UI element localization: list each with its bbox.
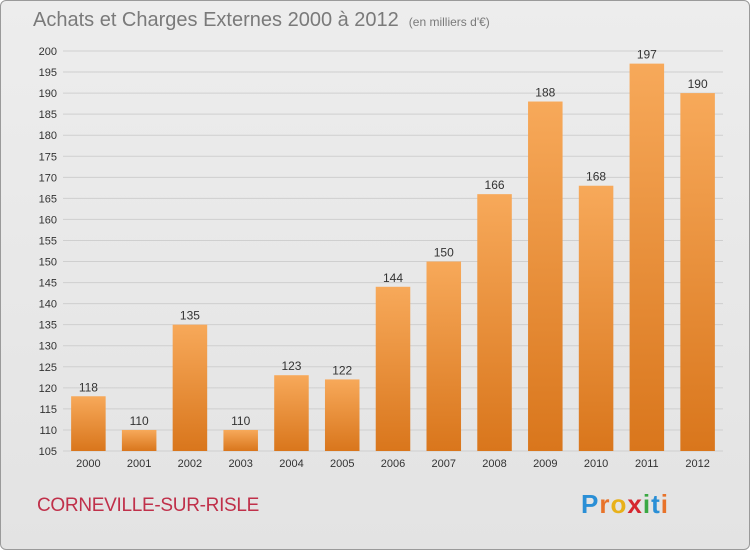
- data-label-2012: 190: [688, 77, 708, 91]
- chart-title-text: Achats et Charges Externes 2000 à 2012: [33, 9, 399, 31]
- bar-2009: [528, 101, 563, 452]
- y-tick-label: 165: [39, 193, 57, 205]
- chart-title: Achats et Charges Externes 2000 à 2012 (e…: [33, 9, 490, 32]
- y-tick-label: 150: [39, 257, 57, 269]
- y-tick-label: 115: [39, 404, 57, 416]
- data-label-2002: 135: [180, 309, 200, 323]
- chart-subtitle: (en milliers d'€): [408, 15, 490, 29]
- bar-2004: [274, 375, 309, 451]
- x-axis-ticks: 2000 2001 2002 2003 2004 2005 2006 2007 2008 2009…: [76, 458, 710, 470]
- bar-2011: [629, 63, 665, 451]
- data-labels: 118 110 135 110 123 122 144 150 166 188 168 197 190: [79, 48, 708, 428]
- bar-2001: [121, 429, 157, 451]
- logo-letter: t: [651, 489, 661, 519]
- data-label-2001: 110: [130, 414, 149, 428]
- data-label-2006: 144: [383, 271, 403, 285]
- x-tick-label: 2008: [482, 458, 506, 470]
- x-tick-label: 2006: [381, 458, 405, 470]
- bar-2002: [172, 324, 208, 451]
- data-label-2005: 122: [332, 363, 352, 377]
- bar-2003: [223, 429, 258, 451]
- y-tick-label: 110: [39, 425, 57, 437]
- data-label-2008: 166: [485, 178, 505, 192]
- x-tick-label: 2005: [330, 458, 354, 470]
- bars: [71, 63, 715, 452]
- x-tick-label: 2012: [685, 458, 709, 470]
- y-tick-label: 160: [39, 214, 57, 226]
- data-label-2000: 118: [79, 380, 98, 394]
- logo-letter: r: [599, 489, 611, 519]
- y-tick-label: 125: [39, 362, 57, 374]
- logo-letter: o: [610, 489, 628, 519]
- y-tick-label: 185: [39, 109, 57, 121]
- x-tick-label: 2002: [178, 458, 202, 470]
- data-label-2011: 197: [637, 48, 657, 62]
- bar-2012: [680, 93, 715, 452]
- y-tick-label: 190: [39, 88, 57, 100]
- data-label-2007: 150: [434, 246, 454, 260]
- y-tick-label: 135: [39, 320, 57, 332]
- y-tick-label: 180: [39, 130, 57, 142]
- y-tick-label: 120: [39, 383, 57, 395]
- commune-name: CORNEVILLE-SUR-RISLE: [37, 495, 260, 516]
- data-label-2004: 123: [281, 359, 301, 373]
- bar-2007: [426, 261, 462, 451]
- x-tick-label: 2007: [432, 458, 456, 470]
- y-tick-label: 140: [39, 299, 57, 311]
- data-label-2010: 168: [586, 170, 606, 184]
- y-tick-label: 195: [39, 67, 57, 79]
- y-tick-label: 175: [39, 151, 57, 163]
- x-tick-label: 2011: [635, 458, 659, 470]
- data-label-2009: 188: [535, 86, 555, 100]
- bar-2005: [324, 379, 360, 451]
- bar-2008: [477, 194, 512, 451]
- x-tick-label: 2009: [533, 458, 557, 470]
- logo-letter: x: [627, 489, 643, 519]
- y-tick-label: 145: [39, 278, 57, 290]
- logo-letter: i: [642, 489, 652, 519]
- x-tick-label: 2004: [279, 458, 303, 470]
- y-tick-label: 155: [39, 235, 57, 247]
- x-tick-label: 2003: [228, 458, 252, 470]
- proxiti-logo: Proxiti: [581, 489, 669, 520]
- x-tick-label: 2001: [127, 458, 151, 470]
- x-tick-label: 2000: [76, 458, 100, 470]
- y-tick-label: 105: [39, 446, 57, 458]
- bar-2000: [71, 396, 106, 451]
- bar-2010: [578, 185, 614, 451]
- y-tick-label: 130: [39, 341, 57, 353]
- y-axis-ticks: 105 110 115 120 125 130 135 140 145 150 155 160 165 1…: [39, 46, 57, 458]
- y-tick-label: 170: [39, 172, 57, 184]
- logo-letter: i: [660, 489, 669, 519]
- data-label-2003: 110: [231, 414, 250, 428]
- logo-letter: P: [581, 489, 600, 519]
- bar-2006: [375, 286, 411, 451]
- y-tick-label: 200: [39, 46, 57, 58]
- x-tick-label: 2010: [584, 458, 608, 470]
